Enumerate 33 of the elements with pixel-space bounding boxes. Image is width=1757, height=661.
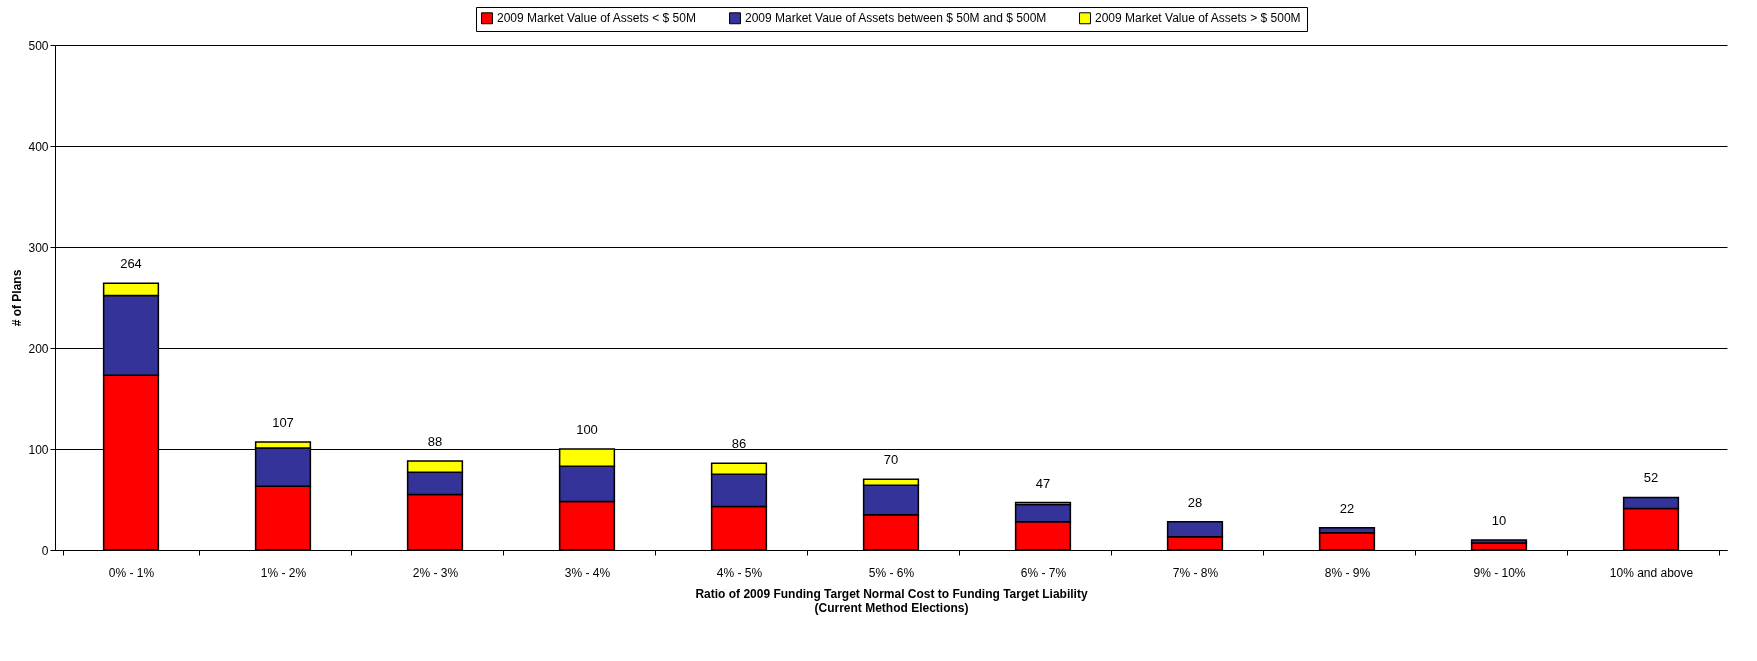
total-label: 264 bbox=[120, 256, 142, 272]
x-tick-label: 3% - 4% bbox=[564, 565, 611, 580]
total-label: 86 bbox=[731, 436, 747, 452]
total-label: 28 bbox=[1187, 494, 1203, 510]
total-label: 88 bbox=[427, 434, 443, 450]
x-tick-label: 7% - 8% bbox=[1172, 565, 1219, 580]
y-tick-label: 100 bbox=[28, 442, 49, 457]
y-tick-label: 400 bbox=[28, 139, 49, 154]
total-label: 107 bbox=[272, 414, 294, 430]
y-tick-label: 200 bbox=[28, 341, 49, 356]
x-tick-label: 1% - 2% bbox=[260, 565, 307, 580]
x-tick-label: 0% - 1% bbox=[108, 565, 155, 580]
y-tick-label: 500 bbox=[28, 38, 49, 53]
total-label: 52 bbox=[1643, 470, 1659, 486]
x-tick-label: 8% - 9% bbox=[1324, 565, 1371, 580]
x-axis-title: Ratio of 2009 Funding Target Normal Cost to Funding Target Liability (Current Method Elections) bbox=[695, 586, 1088, 615]
legend-label: 2009 Market Value of Assets > $ 500M bbox=[1095, 11, 1301, 26]
y-tick-label: 0 bbox=[41, 543, 49, 558]
x-tick-label: 6% - 7% bbox=[1020, 565, 1067, 580]
x-tick-label: 9% - 10% bbox=[1473, 565, 1526, 580]
x-tick-label: 4% - 5% bbox=[716, 565, 763, 580]
total-label: 10 bbox=[1491, 512, 1507, 528]
total-label: 70 bbox=[883, 452, 899, 468]
y-axis-title: # of Plans bbox=[10, 269, 25, 327]
x-tick-label: 5% - 6% bbox=[868, 565, 915, 580]
legend-label: 2009 Market Vaue of Assets between $ 50M and $ 500M bbox=[745, 11, 1047, 26]
x-tick-label: 10% and above bbox=[1609, 565, 1694, 580]
total-label: 47 bbox=[1035, 475, 1051, 491]
total-label: 100 bbox=[576, 422, 598, 437]
y-tick-label: 300 bbox=[28, 240, 49, 255]
x-tick-label: 2% - 3% bbox=[412, 565, 459, 580]
legend-label: 2009 Market Value of Assets < $ 50M bbox=[497, 11, 696, 26]
total-label: 22 bbox=[1339, 500, 1355, 516]
